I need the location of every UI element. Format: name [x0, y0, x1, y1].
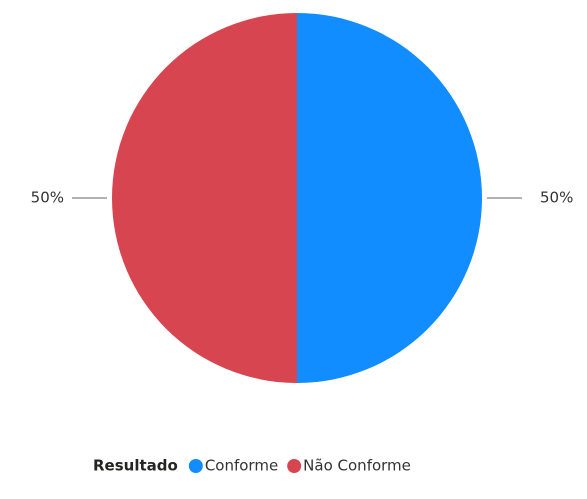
legend-swatch — [287, 459, 302, 473]
pie-slice — [112, 13, 297, 383]
pie-slice — [297, 13, 482, 383]
data-label: 50% — [540, 189, 573, 207]
pie — [112, 13, 482, 383]
legend-label: Não Conforme — [303, 457, 411, 475]
legend-label: Conforme — [205, 457, 278, 475]
data-labels: 50% 50% — [31, 189, 574, 207]
legend-swatch — [188, 459, 203, 473]
legend-title: Resultado — [93, 457, 178, 475]
data-label: 50% — [31, 189, 64, 207]
legend: Resultado Conforme Não Conforme — [93, 457, 411, 475]
